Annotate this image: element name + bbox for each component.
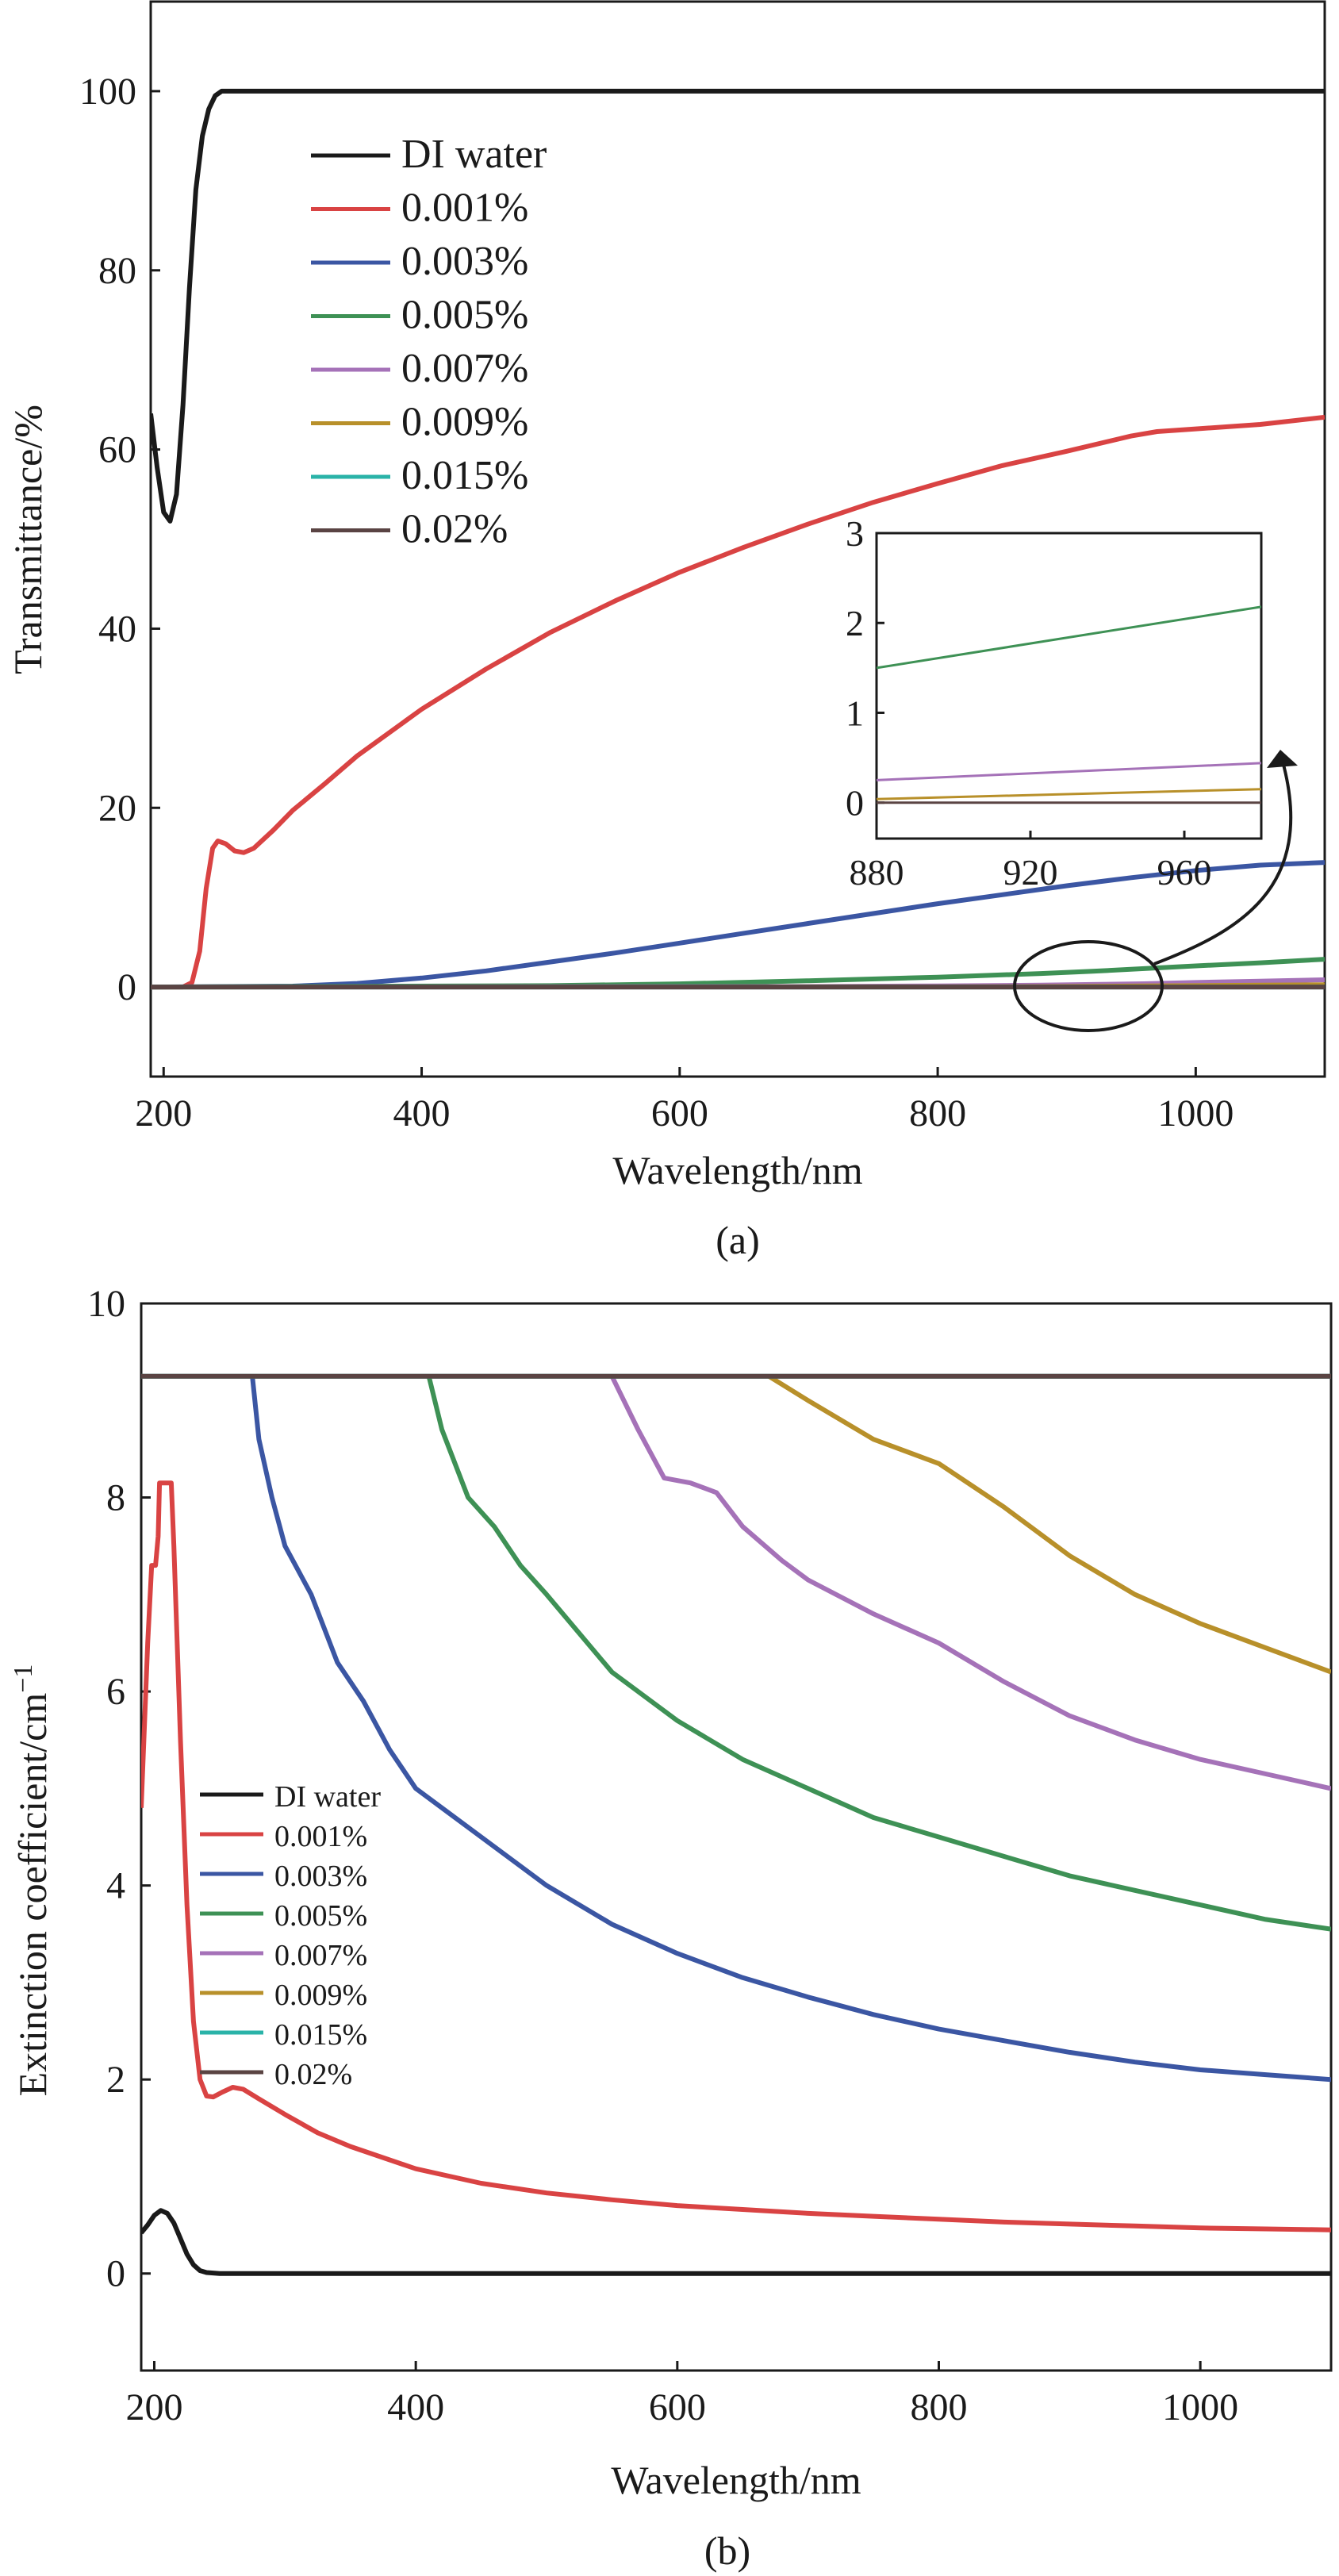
panel-a-y-tick-label: 80 [98, 250, 136, 292]
panel-a-legend-label: DI water [401, 132, 547, 177]
panel-b-x-tick-label: 200 [125, 2386, 182, 2428]
panel-b-x-tick-label: 1000 [1162, 2386, 1238, 2428]
panel-b-legend-label: 0.001% [274, 1820, 367, 1853]
inset-x-tick-label: 880 [850, 852, 904, 893]
panel-b-label: (b) [704, 2528, 750, 2573]
panel-b-legend: DI water 0.001% 0.003% 0.005% 0.007% 0.009% 0.… [200, 1780, 381, 2091]
panel-a-legend-label: 0.007% [401, 346, 528, 391]
panel-b-y-tick-label: 4 [106, 1865, 125, 1907]
panel-b-x-tick-label: 800 [910, 2386, 967, 2428]
inset-series-line [877, 788, 1261, 800]
highlight-ellipse [1013, 940, 1164, 1032]
panel-a-legend-label: 0.009% [401, 400, 528, 445]
panel-b-y-axis-label-main: Extinction coefficient/cm [10, 1693, 55, 2097]
inset-y-tick-label: 0 [846, 783, 864, 823]
panel-a-x-tick-label: 200 [135, 1092, 192, 1134]
panel-a-legend-label: 0.005% [401, 293, 528, 338]
panel-b-y-tick-label: 10 [87, 1283, 125, 1325]
panel-a-x-tick-label: 400 [393, 1092, 451, 1134]
panel-a-y-tick-label: 100 [79, 71, 136, 113]
panel-a-x-tick-label: 600 [651, 1092, 708, 1134]
panel-b-legend-label: 0.015% [274, 2018, 367, 2052]
panel-a-series-line [151, 414, 1325, 990]
panel-b-series-line [426, 1375, 1331, 1932]
inset-y-tick-label: 1 [846, 693, 864, 733]
panel-b-series-line [250, 1376, 1331, 2083]
panel-a-y-tick-label: 0 [117, 966, 136, 1008]
inset-x-tick-label: 920 [1003, 852, 1058, 893]
panel-a-legend-label: 0.02% [401, 507, 508, 552]
panel-b-legend-label: 0.007% [274, 1939, 367, 1972]
panel-b-plot-area [140, 1302, 1333, 2372]
panel-a-legend-label: 0.003% [401, 239, 528, 284]
panel-b-x-tick-label: 600 [649, 2386, 706, 2428]
inset-series-line [877, 605, 1261, 670]
panel-a-legend-label: 0.015% [401, 453, 528, 498]
panel-b-legend-label: 0.003% [274, 1860, 367, 1893]
panel-b-y-tick-label: 8 [106, 1477, 125, 1519]
panel-a-plot-area [149, 0, 1326, 1078]
panel-a-y-tick-label: 60 [98, 429, 136, 471]
panel-b-series-line [141, 1480, 1331, 2232]
panel-a-series-line [151, 860, 1325, 990]
panel-a-x-axis-label: Wavelength/nm [612, 1148, 862, 1192]
panel-a-series-line [151, 88, 1325, 524]
panel-a-label: (a) [716, 1218, 760, 1262]
panel-b-series-line [767, 1374, 1331, 1675]
callout-arrowhead [1267, 750, 1298, 768]
panel-a-y-tick-label: 20 [98, 787, 136, 829]
inset-y-tick-label: 3 [846, 513, 864, 554]
panel-b-legend-label: 0.009% [274, 1979, 367, 2012]
panel-a-legend: DI water 0.001% 0.003% 0.005% 0.007% 0.009% 0.… [311, 132, 547, 552]
panel-a-x-tick-label: 1000 [1157, 1092, 1233, 1134]
panel-b-series-line [141, 2208, 1331, 2276]
inset-y-tick-label: 2 [846, 603, 864, 643]
inset-x-tick-label: 960 [1157, 852, 1212, 893]
panel-b-y-tick-label: 0 [106, 2253, 125, 2295]
inset-series-line [877, 762, 1261, 781]
panel-b-x-axis-label: Wavelength/nm [611, 2458, 861, 2502]
panel-b-legend-label: 0.02% [274, 2058, 352, 2091]
panel-a-legend-label: 0.001% [401, 186, 528, 231]
panel-b-y-tick-label: 2 [106, 2059, 125, 2101]
panel-b-y-axis-label-superscript: −1 [9, 1664, 38, 1693]
panel-b-legend-label: DI water [274, 1780, 381, 1814]
panel-b-y-tick-label: 6 [106, 1671, 125, 1713]
inset-plot-area [875, 532, 1263, 840]
panel-b-legend-label: 0.005% [274, 1899, 367, 1933]
panel-b-y-axis-label: Extinction coefficient/cm−1 [9, 1664, 55, 2097]
panel-a-y-axis-label: Transmittance/% [6, 405, 50, 674]
panel-b-chart: 0 2 4 6 8 10 200 400 600 800 1000 Wavelength/nm E… [9, 1283, 1333, 2573]
panel-b-x-tick-label: 400 [387, 2386, 444, 2428]
panel-a-y-tick-label: 40 [98, 608, 136, 650]
panel-a-inset: 0 1 2 3 880 920 960 [846, 513, 1263, 893]
callout-arrow [1153, 761, 1293, 966]
panel-a-x-tick-label: 800 [909, 1092, 966, 1134]
panel-b-series-line [609, 1375, 1331, 1791]
